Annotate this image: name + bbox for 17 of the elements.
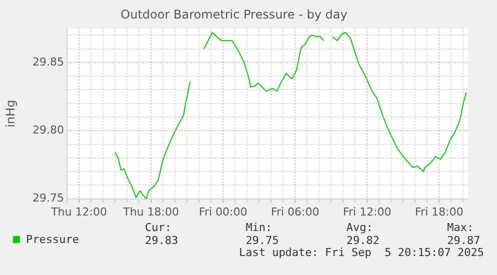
y-tick-label: 29.85	[32, 55, 64, 68]
x-tick-label: Fri 18:00	[415, 205, 464, 218]
x-tick-label: Thu 12:00	[50, 205, 107, 218]
x-tick-label: Thu 18:00	[122, 205, 179, 218]
text: Avg: 29.82	[346, 221, 380, 247]
text: Cur: 29.83	[145, 221, 178, 247]
y-axis-title: inHg	[3, 100, 18, 128]
x-tick-label: Fri 12:00	[342, 205, 392, 218]
text: Max: 29.87	[447, 221, 480, 247]
x-tick-label: Fri 00:00	[198, 205, 248, 218]
text: Min: 29.75	[246, 221, 279, 247]
chart-title: Outdoor Barometric Pressure - by day	[120, 7, 348, 22]
text: Last update: Fri Sep 5 20:15:07 2025	[238, 246, 484, 259]
legend-label: Pressure	[26, 233, 79, 246]
y-tick-label: 29.80	[32, 124, 64, 136]
y-tick-label: 29.75	[32, 192, 64, 205]
x-tick-label: Fri 06:00	[270, 205, 320, 218]
